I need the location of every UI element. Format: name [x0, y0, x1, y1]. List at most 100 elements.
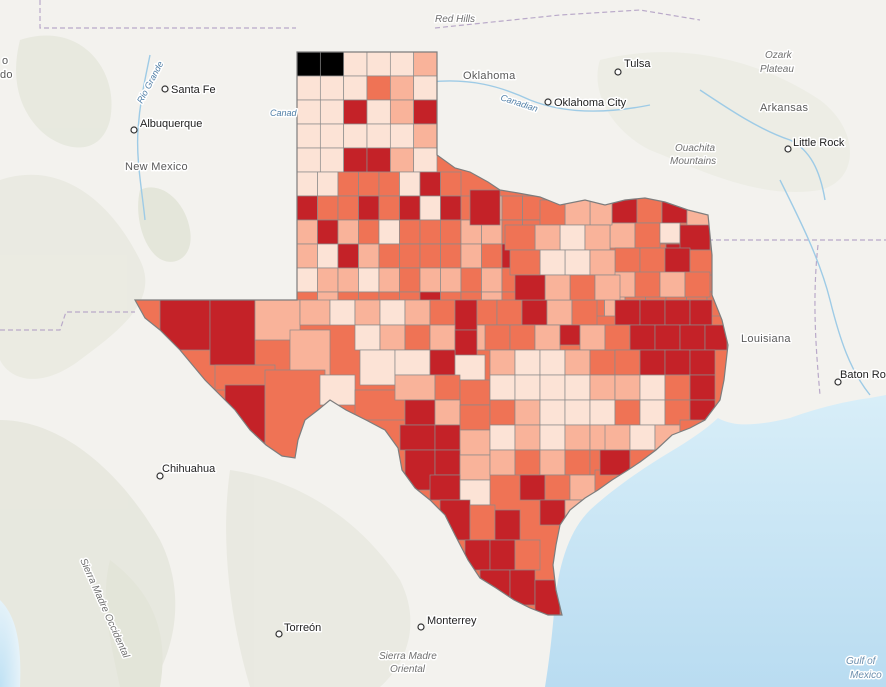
county-b102[interactable]: [664, 349, 691, 376]
county-r4-c3[interactable]: [366, 147, 391, 173]
county-b142[interactable]: [589, 249, 616, 276]
county-b113[interactable]: [629, 424, 656, 451]
county-r9-c0[interactable]: [296, 267, 318, 293]
county-r1-c1[interactable]: [319, 75, 345, 101]
county-r0-c3[interactable]: [366, 52, 391, 77]
county-b145[interactable]: [594, 274, 621, 301]
county-r8-c3[interactable]: [358, 243, 380, 269]
county-b18[interactable]: [354, 324, 381, 351]
county-b123[interactable]: [609, 222, 636, 249]
county-r6-c3[interactable]: [358, 195, 380, 221]
county-b21[interactable]: [429, 324, 456, 351]
county-b77[interactable]: [539, 424, 566, 451]
county-r8-c6[interactable]: [419, 243, 441, 269]
county-r5-c3[interactable]: [358, 171, 380, 197]
county-b128[interactable]: [639, 247, 666, 274]
county-b120[interactable]: [636, 197, 663, 224]
county-r3-c5[interactable]: [413, 123, 438, 149]
county-r6-c4[interactable]: [378, 195, 400, 221]
county-b107[interactable]: [689, 374, 716, 401]
county-b105[interactable]: [639, 374, 666, 401]
county-r2-c3[interactable]: [366, 99, 391, 125]
county-r6-c0[interactable]: [296, 195, 318, 221]
county-b71[interactable]: [514, 399, 541, 426]
county-b33[interactable]: [459, 404, 491, 431]
county-r9-c4[interactable]: [378, 267, 400, 293]
county-r5-c2[interactable]: [337, 171, 359, 197]
county-b93[interactable]: [664, 299, 691, 326]
county-b150[interactable]: [469, 189, 501, 226]
county-b40[interactable]: [429, 474, 461, 501]
county-b5[interactable]: [289, 329, 331, 376]
county-b60[interactable]: [489, 349, 516, 376]
county-b109[interactable]: [639, 399, 666, 426]
county-r5-c5[interactable]: [399, 171, 421, 197]
county-b125[interactable]: [659, 222, 681, 244]
county-r6-c5[interactable]: [399, 195, 421, 221]
county-b68[interactable]: [564, 374, 591, 401]
county-b82[interactable]: [539, 449, 566, 476]
county-b59[interactable]: [579, 324, 606, 351]
county-b28[interactable]: [394, 374, 436, 401]
county-r4-c1[interactable]: [319, 147, 345, 173]
county-b100[interactable]: [614, 349, 641, 376]
county-r9-c8[interactable]: [460, 267, 482, 293]
county-r8-c4[interactable]: [378, 243, 400, 269]
county-r5-c0[interactable]: [296, 171, 318, 197]
county-r7-c1[interactable]: [317, 219, 339, 245]
county-b11[interactable]: [329, 299, 356, 326]
county-b20[interactable]: [404, 324, 431, 351]
county-r9-c2[interactable]: [337, 267, 359, 293]
county-b47[interactable]: [514, 539, 541, 571]
county-r9-c5[interactable]: [399, 267, 421, 293]
county-r6-c1[interactable]: [317, 195, 339, 221]
county-b58[interactable]: [559, 324, 581, 346]
county-r7-c0[interactable]: [296, 219, 318, 245]
county-b54[interactable]: [571, 299, 598, 326]
county-r2-c1[interactable]: [319, 99, 345, 125]
county-b19[interactable]: [379, 324, 406, 351]
county-b31[interactable]: [404, 399, 436, 426]
county-b9[interactable]: [319, 374, 356, 406]
county-b103[interactable]: [689, 349, 716, 376]
county-r7-c2[interactable]: [337, 219, 359, 245]
county-r7-c5[interactable]: [399, 219, 421, 245]
county-b104[interactable]: [614, 374, 641, 401]
county-b94[interactable]: [689, 299, 713, 326]
county-b80[interactable]: [489, 449, 516, 476]
county-b141[interactable]: [564, 249, 591, 276]
texas-counties[interactable]: [133, 51, 748, 616]
county-r4-c5[interactable]: [413, 147, 438, 173]
county-b49[interactable]: [509, 569, 536, 606]
county-b15[interactable]: [429, 299, 456, 326]
county-b108[interactable]: [614, 399, 641, 426]
county-r0-c4[interactable]: [389, 52, 415, 77]
county-r9-c3[interactable]: [358, 267, 380, 293]
county-r8-c0[interactable]: [296, 243, 318, 269]
county-r3-c4[interactable]: [389, 123, 415, 149]
county-b74[interactable]: [589, 399, 616, 426]
county-b146[interactable]: [544, 274, 571, 301]
county-b124[interactable]: [634, 222, 661, 249]
county-b76[interactable]: [514, 424, 541, 451]
county-b72[interactable]: [539, 399, 566, 426]
county-b134[interactable]: [684, 271, 711, 298]
county-b61[interactable]: [514, 349, 541, 376]
county-r6-c7[interactable]: [440, 195, 462, 221]
county-r1-c3[interactable]: [366, 75, 391, 101]
county-b56[interactable]: [509, 324, 536, 351]
county-r8-c5[interactable]: [399, 243, 421, 269]
county-b127[interactable]: [614, 247, 641, 274]
county-b106[interactable]: [664, 374, 691, 401]
county-b30[interactable]: [459, 379, 491, 406]
county-r0-c1[interactable]: [319, 52, 345, 77]
county-b85[interactable]: [519, 474, 546, 501]
county-r7-c6[interactable]: [419, 219, 441, 245]
county-b62[interactable]: [539, 349, 566, 376]
county-b81[interactable]: [514, 449, 541, 476]
county-r7-c7[interactable]: [440, 219, 462, 245]
county-b64[interactable]: [589, 349, 616, 376]
county-r3-c3[interactable]: [366, 123, 391, 149]
county-b133[interactable]: [659, 271, 686, 298]
